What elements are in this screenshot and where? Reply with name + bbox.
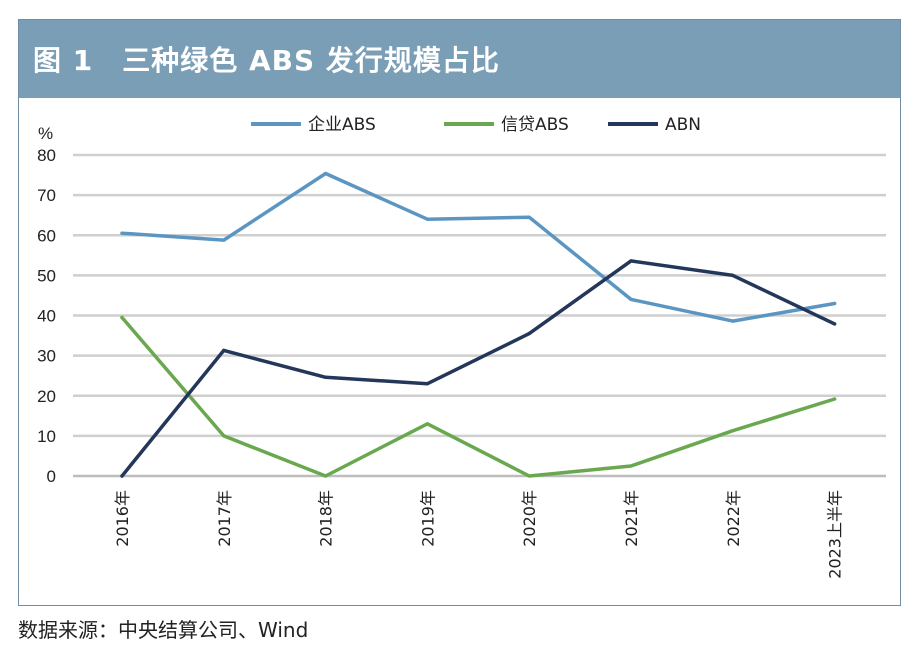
data-point xyxy=(222,434,226,438)
y-tick-label: 20 xyxy=(37,387,56,406)
x-tick-label: 2022年 xyxy=(724,490,743,547)
data-point xyxy=(527,474,531,478)
data-point xyxy=(527,331,531,336)
data-point xyxy=(629,259,633,263)
data-point xyxy=(324,474,328,478)
data-point xyxy=(731,429,735,433)
series-line xyxy=(120,259,837,478)
y-tick-label: 60 xyxy=(37,226,56,245)
x-tick-label: 2019年 xyxy=(418,490,437,547)
series-line xyxy=(120,315,837,478)
data-point xyxy=(425,217,429,221)
legend-label: 企业ABS xyxy=(308,115,376,135)
chart-title: 图 1 三种绿色 ABS 发行规模占比 xyxy=(33,44,500,77)
y-axis-unit-label: % xyxy=(38,124,53,143)
y-tick-label: 10 xyxy=(37,427,56,446)
legend-label: ABN xyxy=(665,115,701,135)
data-point xyxy=(324,375,328,379)
data-point xyxy=(120,315,124,320)
y-tick-label: 50 xyxy=(37,266,56,285)
x-tick-label: 2021年 xyxy=(622,490,641,547)
data-point xyxy=(833,301,837,306)
data-point xyxy=(833,322,837,326)
data-point xyxy=(629,464,633,468)
data-source-note: 数据来源：中央结算公司、Wind xyxy=(18,618,309,642)
data-point xyxy=(731,319,735,323)
x-tick-label: 2016年 xyxy=(113,490,132,547)
data-point xyxy=(222,348,226,353)
data-point xyxy=(120,474,124,478)
y-tick-label: 70 xyxy=(37,186,56,205)
series-line xyxy=(120,171,837,323)
data-point xyxy=(324,171,328,176)
x-tick-label: 2020年 xyxy=(520,490,539,547)
data-point xyxy=(425,382,429,386)
data-point xyxy=(425,422,429,426)
y-tick-label: 0 xyxy=(47,467,56,486)
x-tick-label: 2023上半年 xyxy=(826,490,845,579)
x-tick-label: 2017年 xyxy=(215,490,234,547)
data-point xyxy=(120,231,124,235)
title-bar: 图 1 三种绿色 ABS 发行规模占比 xyxy=(19,20,900,98)
data-point xyxy=(731,273,735,277)
y-tick-label: 80 xyxy=(37,146,56,165)
data-point xyxy=(222,238,226,242)
chart-frame: 图 1 三种绿色 ABS 发行规模占比 xyxy=(18,19,901,606)
data-point xyxy=(629,297,633,302)
line-chart: 0 10 20 30 40 50 60 70 80% 2016年 2017年 2018年 2019年 20… xyxy=(37,115,886,579)
x-tick-label: 2018年 xyxy=(317,490,336,547)
data-point xyxy=(527,215,531,219)
y-tick-label: 40 xyxy=(37,307,56,326)
legend-label: 信贷ABS xyxy=(501,115,569,135)
data-point xyxy=(833,397,837,401)
y-tick-label: 30 xyxy=(37,347,56,366)
